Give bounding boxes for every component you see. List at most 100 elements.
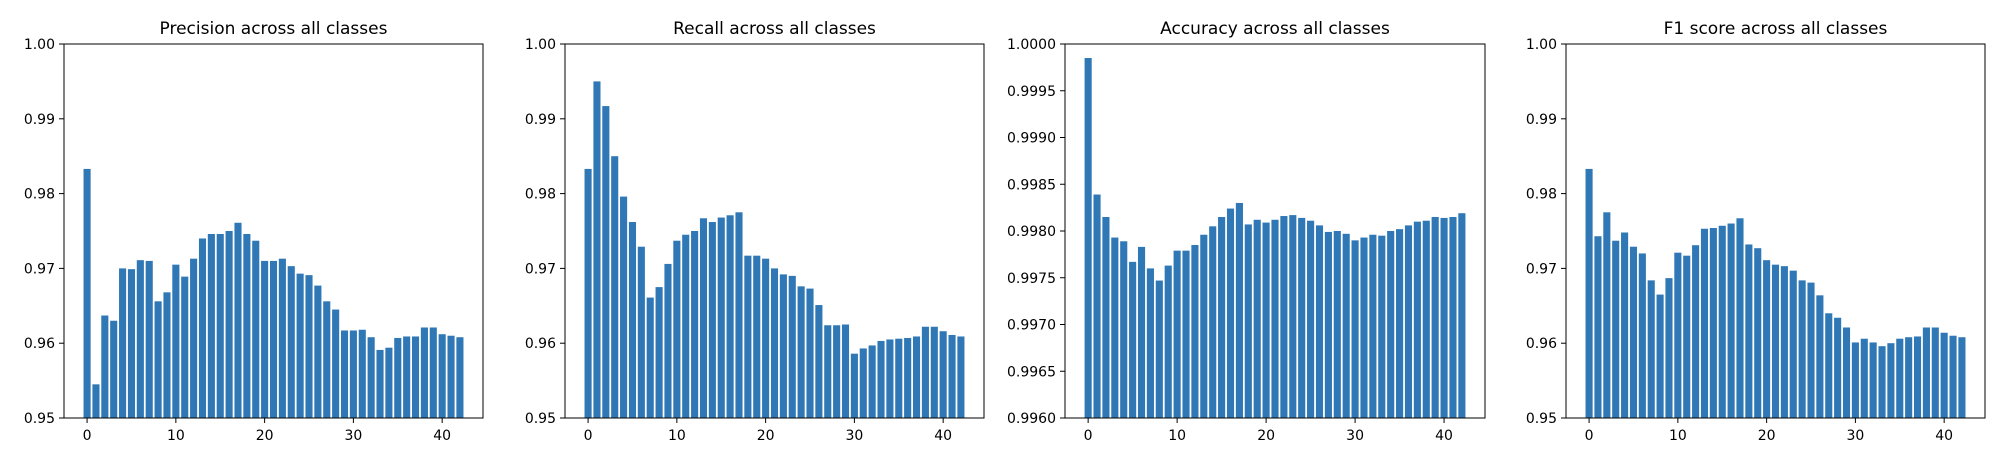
y-tick-label: 1.0000	[1007, 37, 1056, 53]
x-tick-label: 30	[845, 428, 863, 444]
chart-panel-2: Recall across all classes 0.95 0.96 0.97 0.9…	[525, 19, 985, 444]
bar	[1458, 213, 1466, 418]
bar	[1763, 260, 1771, 418]
bar	[181, 276, 189, 418]
x-tick-label: 20	[1257, 428, 1275, 444]
bar	[948, 334, 956, 418]
bar	[332, 309, 340, 418]
y-tick-label: 0.98	[24, 187, 55, 203]
bar	[1182, 250, 1190, 418]
x-tick-label: 0	[1084, 428, 1093, 444]
bar	[314, 285, 322, 418]
bar	[1869, 342, 1877, 418]
y-tick-label: 0.96	[1526, 336, 1557, 352]
bar	[1164, 265, 1172, 418]
bar	[1200, 234, 1208, 418]
bar	[1102, 216, 1110, 418]
bar	[1940, 332, 1948, 418]
bar	[1449, 216, 1457, 418]
bar	[1798, 280, 1806, 418]
x-tick-label: 10	[1168, 428, 1186, 444]
bar	[1307, 220, 1315, 418]
bar	[664, 263, 672, 418]
chart-title: Precision across all classes	[160, 19, 388, 39]
y-tick-label: 0.9980	[1007, 224, 1056, 240]
bar	[708, 222, 716, 418]
bar	[1922, 327, 1930, 418]
bar	[930, 326, 938, 418]
bar	[198, 238, 207, 418]
bar	[154, 301, 162, 418]
bar	[92, 384, 100, 418]
x-tick-label: 40	[934, 428, 952, 444]
bar	[1683, 255, 1691, 418]
bar	[1333, 231, 1341, 418]
bar	[602, 106, 610, 418]
bar	[1585, 168, 1593, 418]
y-tick-label: 1.00	[525, 37, 556, 53]
bar	[278, 258, 286, 418]
bar	[1218, 216, 1226, 418]
bar	[1834, 317, 1842, 418]
bar	[429, 327, 437, 418]
bar	[1736, 218, 1744, 418]
y-tick-label: 0.95	[1526, 411, 1557, 427]
bar	[868, 345, 876, 418]
bar	[1413, 221, 1421, 418]
bar	[1324, 231, 1332, 418]
bar	[1825, 313, 1833, 418]
bar	[101, 315, 109, 418]
y-tick-label: 0.9965	[1007, 364, 1056, 380]
bar	[691, 231, 699, 418]
bar	[726, 215, 734, 418]
bar	[1146, 268, 1154, 418]
bar	[1718, 225, 1726, 418]
y-tick-label: 0.95	[24, 411, 55, 427]
bar	[655, 287, 663, 418]
bar	[620, 196, 628, 418]
bar	[815, 305, 823, 418]
bar	[1647, 280, 1655, 418]
bar	[1621, 232, 1629, 418]
bar	[859, 348, 867, 418]
bar	[1656, 294, 1664, 418]
y-tick-label: 0.9990	[1007, 131, 1056, 147]
y-tick-label: 0.97	[1526, 261, 1557, 277]
bar	[904, 337, 912, 418]
bar	[1674, 252, 1682, 418]
bar	[673, 240, 681, 418]
bar	[367, 337, 375, 418]
bar	[340, 330, 349, 418]
chart-panel-3: Accuracy across all classes 0.9960 0.9965 0…	[1007, 19, 1486, 444]
chart-title: Recall across all classes	[673, 19, 876, 39]
bar	[358, 329, 366, 418]
bar	[225, 231, 233, 418]
bar	[921, 326, 929, 418]
bar	[1244, 224, 1252, 418]
bar	[1271, 219, 1279, 418]
bar	[1155, 280, 1163, 418]
bar	[806, 288, 814, 418]
plot-frame	[1565, 43, 1986, 419]
bar	[456, 337, 464, 418]
bar	[376, 349, 384, 418]
x-tick-label: 40	[1935, 428, 1953, 444]
x-tick-label: 20	[1758, 428, 1776, 444]
bar	[136, 260, 144, 418]
bar	[593, 81, 601, 419]
bar	[1771, 264, 1780, 418]
bar	[744, 255, 752, 418]
bar	[939, 331, 947, 418]
y-tick-label: 0.9960	[1007, 411, 1056, 427]
bar	[447, 335, 455, 418]
bar	[1931, 327, 1939, 418]
bar	[1298, 217, 1306, 418]
y-tick-label: 1.00	[1526, 37, 1557, 53]
bar	[1754, 248, 1762, 418]
bar	[833, 325, 841, 418]
bar	[646, 297, 654, 418]
bar	[1727, 223, 1735, 418]
bar	[1958, 337, 1966, 418]
bar	[1816, 295, 1824, 418]
y-tick-label: 0.97	[24, 261, 55, 277]
